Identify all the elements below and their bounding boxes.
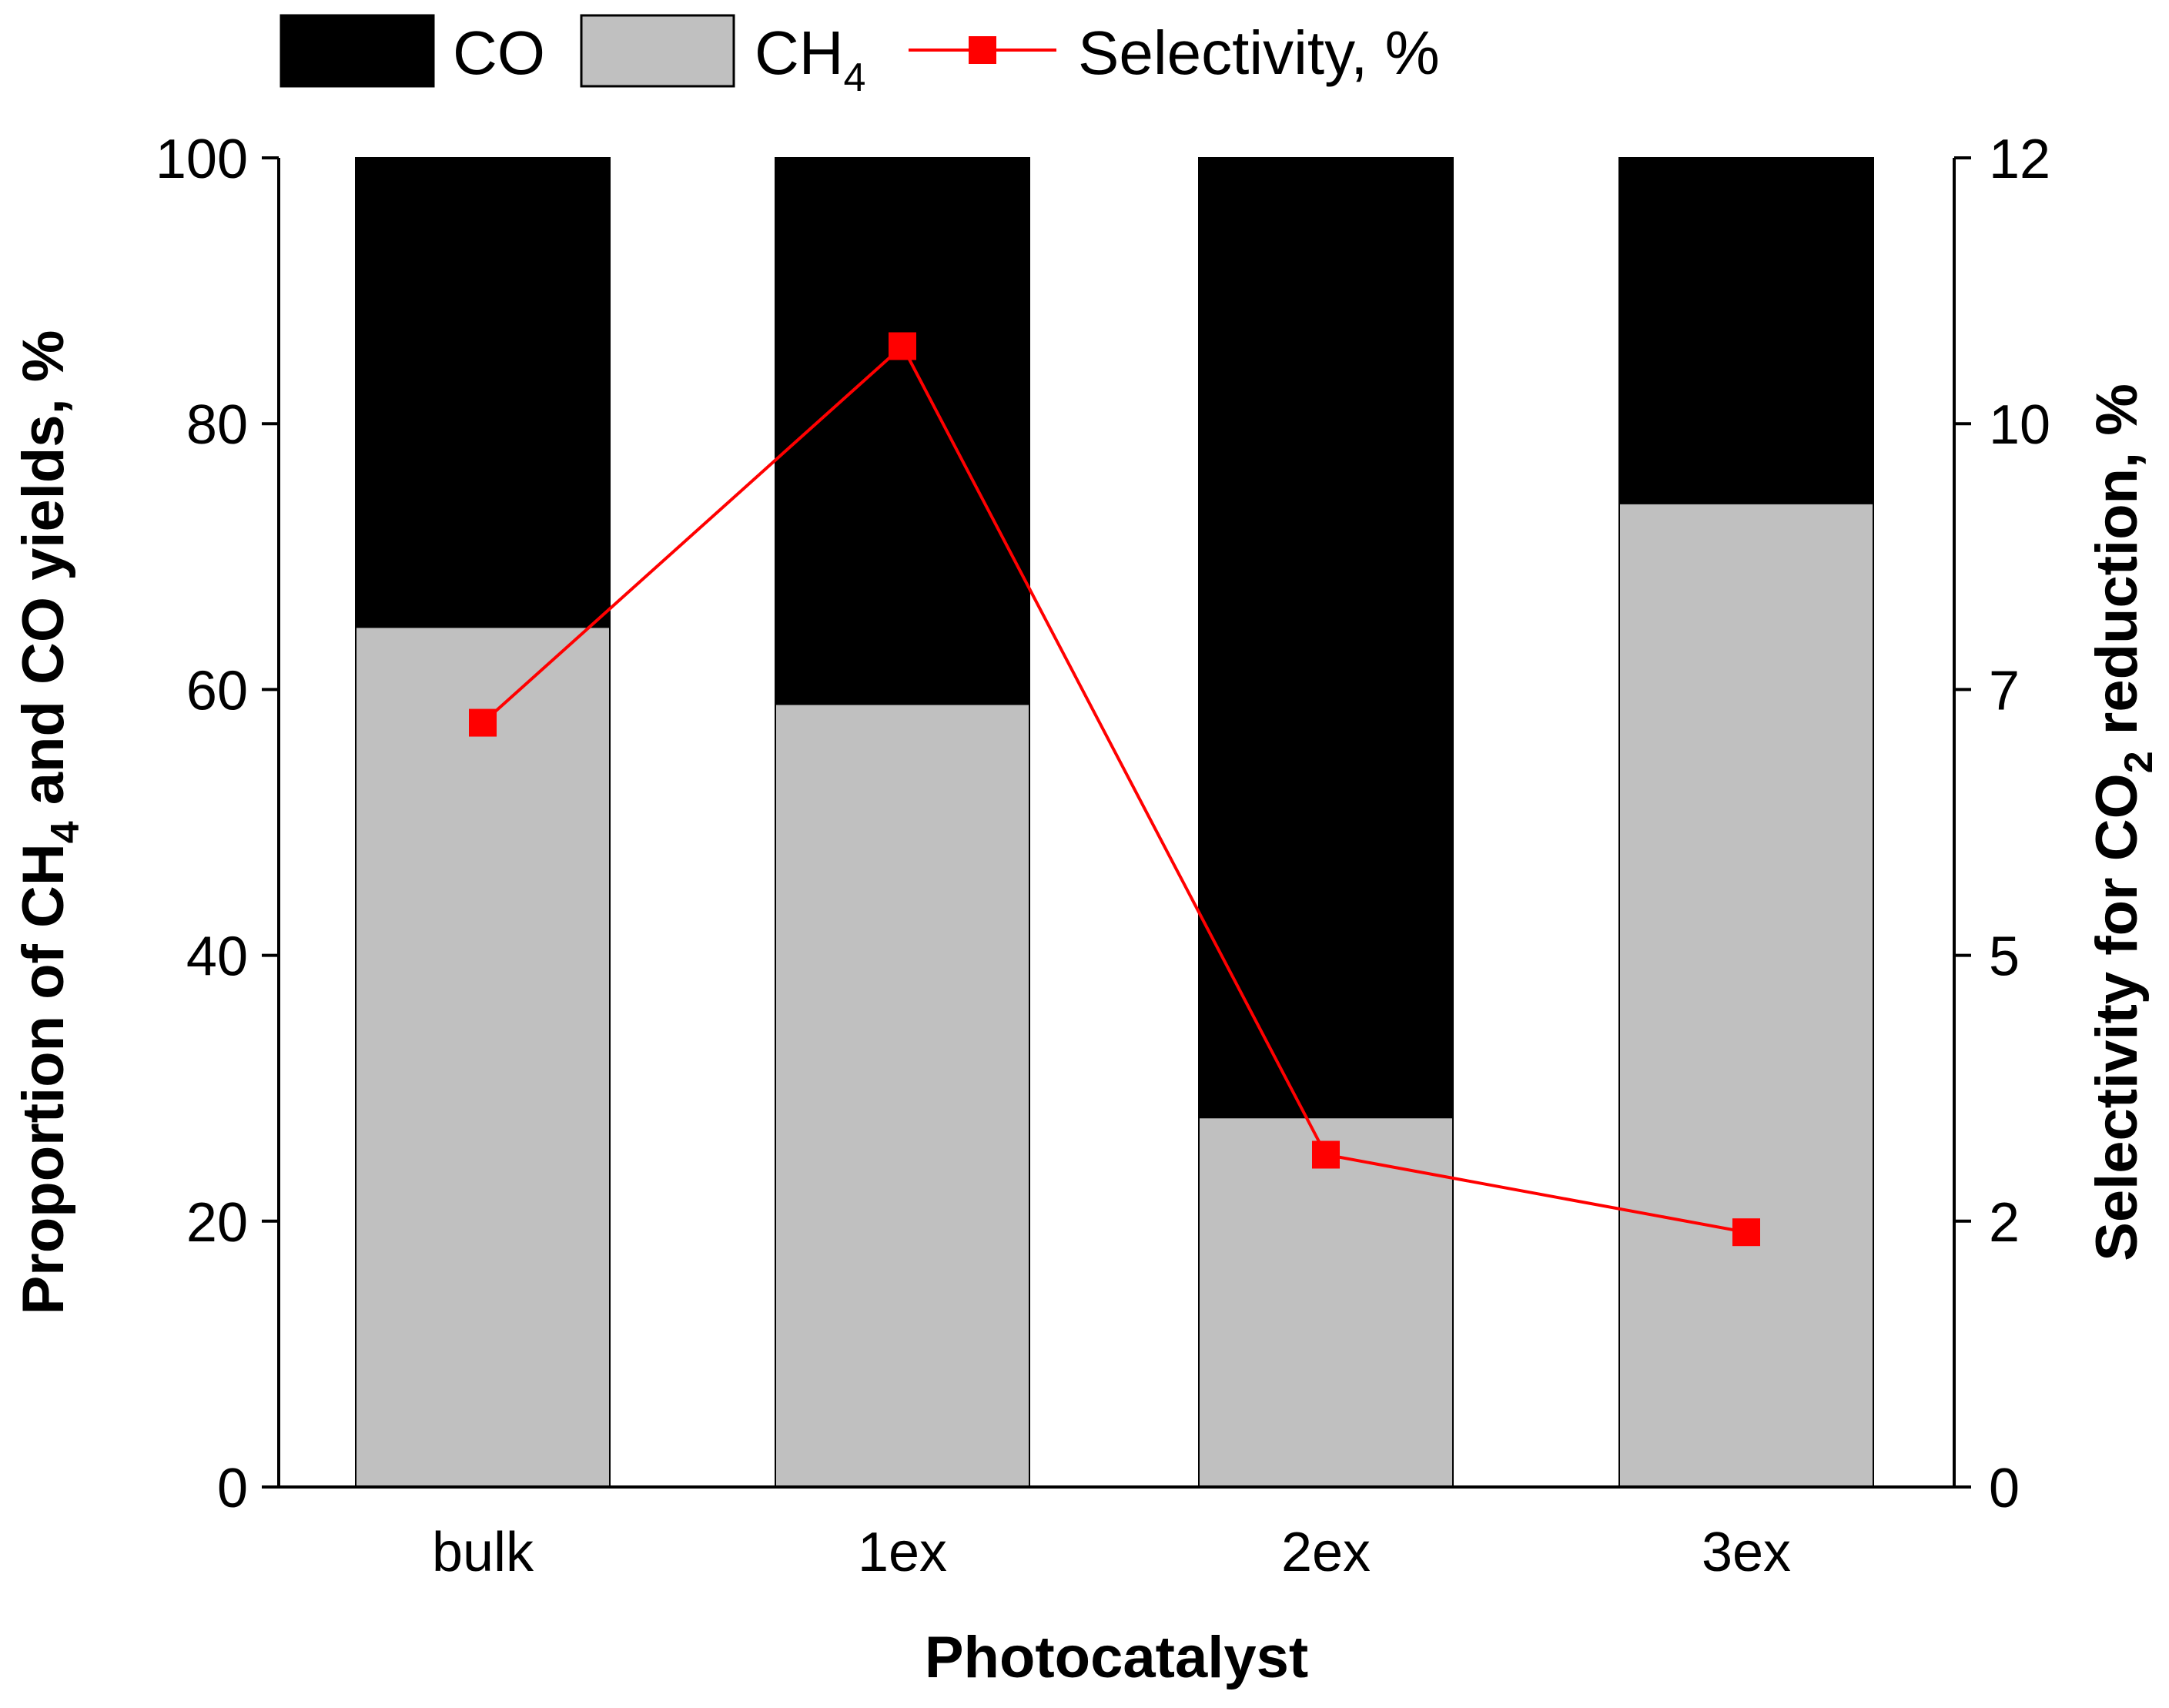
x-tick-label-1ex: 1ex xyxy=(858,1522,947,1583)
bar-ch4-1ex xyxy=(775,703,1030,1488)
x-tick-label-2ex: 2ex xyxy=(1281,1522,1371,1583)
selectivity-point-3ex xyxy=(1732,1218,1760,1247)
legend-marker-selectivity xyxy=(969,36,996,64)
y-left-tick-label-40: 40 xyxy=(186,926,248,988)
x-tick-label-bulk: bulk xyxy=(432,1522,534,1583)
y-right-tick-label-7: 7 xyxy=(1989,660,2020,722)
selectivity-point-1ex xyxy=(889,332,916,360)
bar-co-2ex xyxy=(1198,157,1454,1119)
selectivity-point-bulk xyxy=(469,708,497,737)
legend-label-ch4: CH4 xyxy=(755,18,865,100)
y-right-tick-label-12: 12 xyxy=(1989,129,2050,190)
legend-swatch-co xyxy=(279,14,435,88)
selectivity-point-2ex xyxy=(1312,1140,1340,1169)
y-left-tick-label-100: 100 xyxy=(156,129,248,190)
y-axis-title-left-sub: 4 xyxy=(43,821,88,843)
y-right-tick-label-2: 2 xyxy=(1989,1192,2020,1254)
y-left-tick-label-20: 20 xyxy=(186,1192,248,1254)
y-right-tick-label-10: 10 xyxy=(1989,394,2050,456)
legend: CO CH4 Selectivity, % xyxy=(279,14,1440,100)
bar-ch4-3ex xyxy=(1618,502,1874,1488)
y-axis-title-right: Selectivity for CO2 reduction, % xyxy=(2084,383,2161,1261)
legend-label-co: CO xyxy=(453,18,545,87)
x-axis-title: Photocatalyst xyxy=(925,1625,1308,1690)
bar-ch4-2ex xyxy=(1198,1117,1454,1488)
legend-label-ch4-sub: 4 xyxy=(844,55,866,100)
y-right-tick-label-0: 0 xyxy=(1989,1458,2020,1519)
axis-ticks: 0 20 40 60 80 100 0 2 5 7 10 12 bulk 1ex 2ex 3ex xyxy=(156,129,2050,1583)
bar-co-bulk xyxy=(355,157,611,628)
y-axis-title-left: Proportion of CH4 and CO yields, % xyxy=(11,330,88,1315)
y-left-tick-label-60: 60 xyxy=(186,660,248,722)
plot-area xyxy=(355,157,1874,1489)
selectivity-line xyxy=(481,343,1747,1234)
x-tick-label-3ex: 3ex xyxy=(1702,1522,1791,1583)
y-left-tick-label-0: 0 xyxy=(217,1458,248,1519)
bar-ch4-bulk xyxy=(355,626,611,1489)
legend-label-selectivity: Selectivity, % xyxy=(1078,18,1440,87)
y-left-tick-label-80: 80 xyxy=(186,394,248,456)
bar-co-3ex xyxy=(1618,157,1874,504)
bar-co-1ex xyxy=(775,157,1030,705)
y-right-tick-label-5: 5 xyxy=(1989,926,2020,988)
legend-swatch-ch4 xyxy=(580,14,735,88)
y-axis-title-right-sub: 2 xyxy=(2117,751,2161,773)
